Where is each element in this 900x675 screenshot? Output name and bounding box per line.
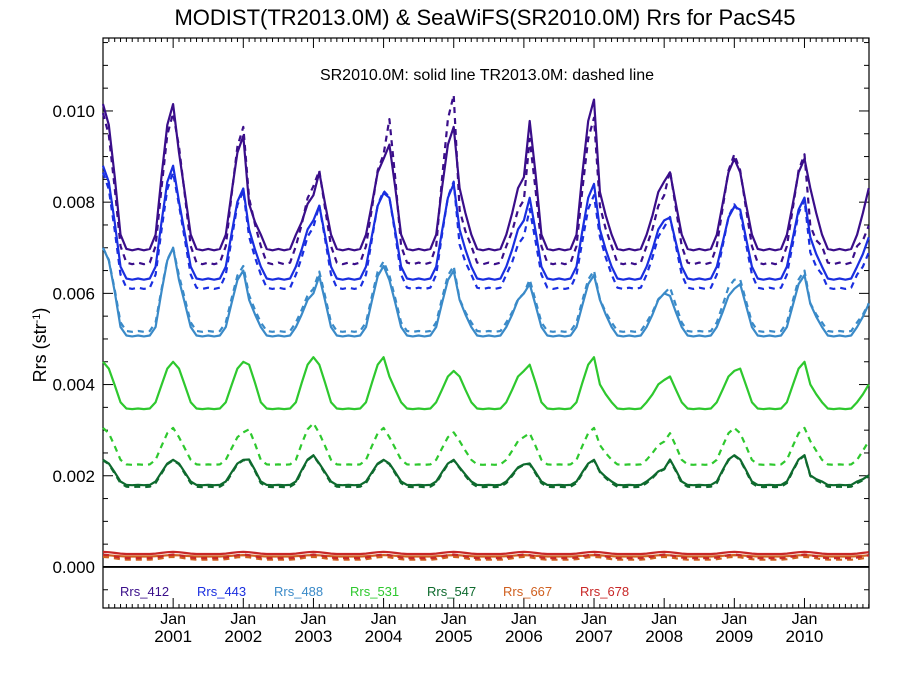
legend-entry-rrs-547: Rrs_547 (427, 584, 476, 599)
x-tick-year-label: 2004 (365, 627, 403, 646)
x-tick-month-label: Jan (651, 611, 677, 628)
series-line-rrs-531-solid (102, 356, 870, 411)
legend-entry-rrs-678: Rrs_678 (580, 584, 629, 599)
legend-entry-rrs-443: Rrs_443 (197, 584, 246, 599)
y-tick-label: 0.004 (52, 376, 95, 395)
y-axis-label-main: Rrs (str (30, 323, 50, 382)
y-tick-label: 0.008 (52, 193, 95, 212)
x-tick-year-label: 2005 (435, 627, 473, 646)
x-tick-month-label: Jan (721, 611, 747, 628)
series-line-rrs-488-solid (102, 246, 870, 338)
series-line-rrs-667-solid (102, 554, 869, 558)
x-tick-year-label: 2006 (505, 627, 543, 646)
series-line-rrs-547-dashed (102, 454, 870, 489)
y-tick-label: 0.006 (52, 284, 95, 303)
y-tick-label: 0.000 (52, 558, 95, 577)
x-tick-year-label: 2001 (154, 627, 192, 646)
x-tick-year-label: 2008 (645, 627, 683, 646)
legend-entry-rrs-667: Rrs_667 (503, 584, 552, 599)
chart-subtitle: SR2010.0M: solid line TR2013.0M: dashed … (320, 67, 654, 84)
y-tick-label: 0.002 (52, 467, 95, 486)
legend-entry-rrs-488: Rrs_488 (274, 584, 323, 599)
y-axis-label-end: ) (30, 308, 50, 314)
x-tick-year-label: 2003 (295, 627, 333, 646)
legend-entry-rrs-412: Rrs_412 (120, 584, 169, 599)
x-tick-month-label: Jan (230, 611, 256, 628)
x-tick-month-label: Jan (160, 611, 186, 628)
series-line-rrs-412-dashed (101, 93, 870, 266)
series-line-rrs-547-solid (102, 454, 870, 487)
series-line-rrs-667-dashed (102, 555, 869, 561)
x-tick-month-label: Jan (441, 611, 467, 628)
legend-entry-rrs-531: Rrs_531 (350, 584, 399, 599)
x-tick-month-label: Jan (581, 611, 607, 628)
x-tick-year-label: 2009 (715, 627, 753, 646)
chart-title: MODIST(TR2013.0M) & SeaWiFS(SR2010.0M) R… (174, 5, 795, 30)
y-axis-label-sup: -1 (31, 314, 43, 324)
series-line-rrs-678-dashed (102, 553, 870, 560)
y-tick-label: 0.010 (52, 102, 95, 121)
series-line-rrs-678-solid (102, 550, 869, 556)
series-line-rrs-488-dashed (102, 246, 870, 333)
series-line-rrs-443-dashed (101, 171, 870, 290)
plot-area: 0.0000.0020.0040.0060.0080.010Jan2001Jan… (52, 37, 870, 646)
x-tick-year-label: 2007 (575, 627, 613, 646)
series-line-rrs-412-solid (101, 98, 870, 252)
y-axis-label: Rrs (str-1) (30, 308, 50, 383)
x-tick-year-label: 2002 (224, 627, 262, 646)
plot-frame (102, 37, 870, 609)
series-line-rrs-531-dashed (102, 422, 870, 466)
x-tick-month-label: Jan (511, 611, 537, 628)
x-tick-year-label: 2010 (786, 627, 824, 646)
x-tick-month-label: Jan (301, 611, 327, 628)
x-tick-month-label: Jan (792, 611, 818, 628)
x-tick-month-label: Jan (371, 611, 397, 628)
